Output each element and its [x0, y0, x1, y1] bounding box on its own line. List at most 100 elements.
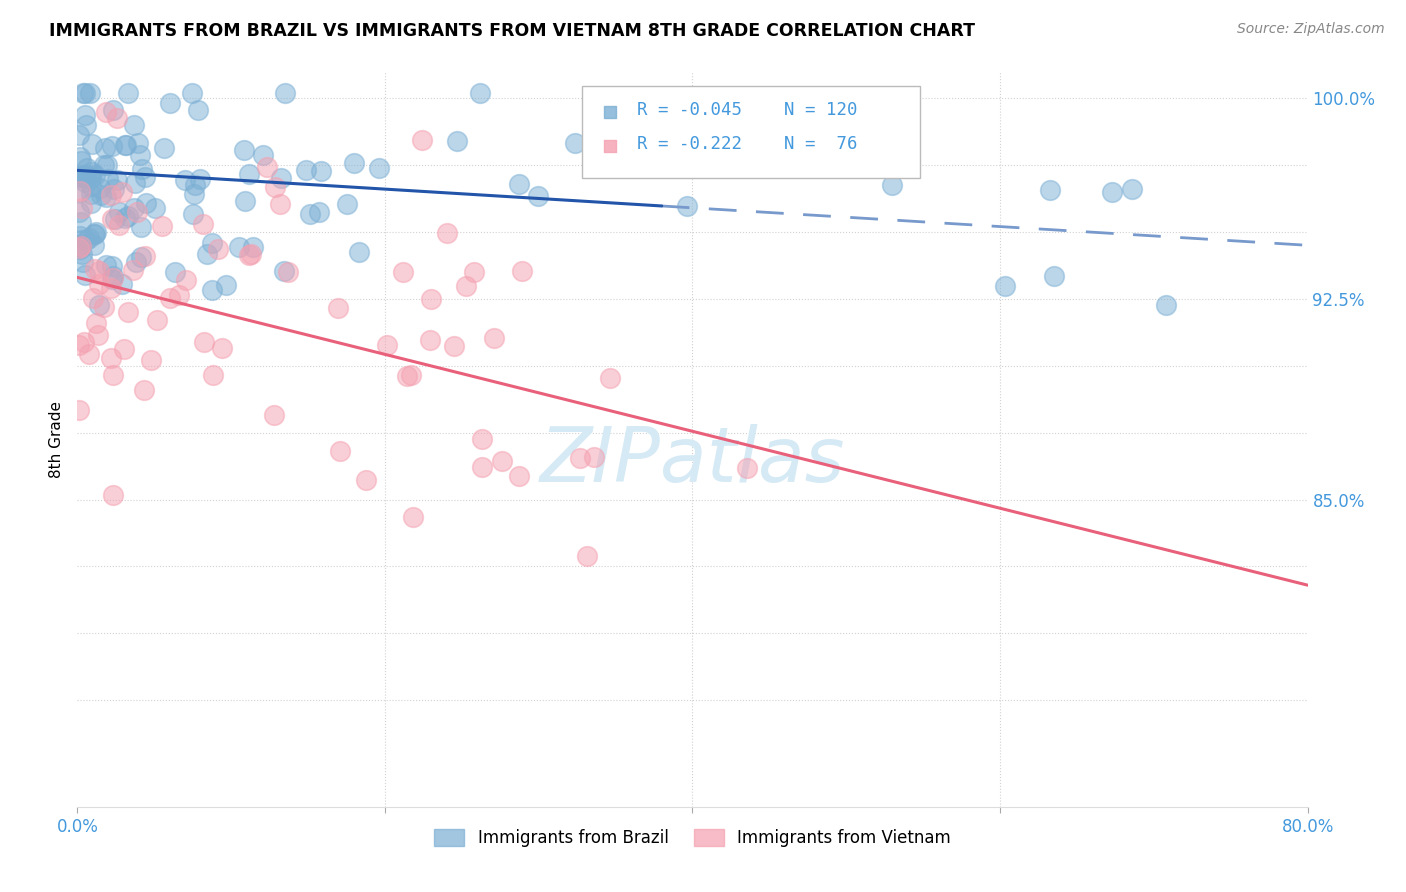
- Point: [114, 137, 136, 152]
- Point: [264, 180, 287, 194]
- Text: ZIPatlas: ZIPatlas: [540, 425, 845, 499]
- Point: [277, 265, 299, 279]
- Point: [569, 450, 592, 465]
- Point: [207, 242, 229, 256]
- Point: [193, 217, 215, 231]
- Point: [159, 292, 181, 306]
- Point: [508, 468, 530, 483]
- Point: [105, 173, 128, 187]
- Point: [294, 163, 316, 178]
- Point: [354, 473, 377, 487]
- Point: [76, 161, 98, 176]
- Point: [233, 194, 256, 208]
- Point: [240, 247, 263, 261]
- Point: [122, 118, 145, 132]
- Point: [401, 368, 423, 382]
- Point: [131, 162, 153, 177]
- Point: [67, 337, 90, 351]
- Point: [146, 312, 169, 326]
- Point: [122, 201, 145, 215]
- Point: [193, 335, 215, 350]
- Point: [79, 86, 101, 100]
- Point: [80, 169, 103, 184]
- Point: [135, 196, 157, 211]
- Point: [419, 333, 441, 347]
- Point: [73, 86, 96, 100]
- Point: [67, 239, 90, 253]
- Point: [211, 341, 233, 355]
- Point: [93, 301, 115, 315]
- Point: [111, 277, 134, 292]
- Point: [101, 211, 124, 226]
- Point: [336, 197, 359, 211]
- Text: IMMIGRANTS FROM BRAZIL VS IMMIGRANTS FROM VIETNAM 8TH GRADE CORRELATION CHART: IMMIGRANTS FROM BRAZIL VS IMMIGRANTS FRO…: [49, 22, 976, 40]
- Point: [82, 291, 104, 305]
- Point: [1038, 183, 1060, 197]
- Point: [195, 247, 218, 261]
- Point: [112, 342, 135, 356]
- Point: [84, 227, 107, 241]
- Point: [395, 368, 418, 383]
- Point: [184, 178, 207, 192]
- Point: [94, 190, 117, 204]
- Point: [343, 156, 366, 170]
- Point: [419, 292, 441, 306]
- Point: [72, 334, 94, 349]
- Point: [127, 136, 149, 150]
- Point: [84, 226, 107, 240]
- Point: [72, 255, 94, 269]
- Point: [491, 454, 513, 468]
- Point: [794, 139, 817, 153]
- Point: [733, 238, 755, 252]
- Point: [201, 284, 224, 298]
- Point: [273, 86, 295, 100]
- Point: [270, 170, 292, 185]
- Point: [392, 265, 415, 279]
- Point: [80, 179, 103, 194]
- Point: [994, 279, 1017, 293]
- Point: [242, 240, 264, 254]
- Point: [733, 361, 755, 376]
- Point: [73, 268, 96, 282]
- Point: [564, 136, 586, 150]
- Point: [79, 196, 101, 211]
- Point: [187, 103, 209, 117]
- Point: [101, 259, 124, 273]
- Point: [105, 111, 128, 125]
- Point: [87, 328, 110, 343]
- Point: [67, 170, 90, 185]
- Point: [228, 240, 250, 254]
- Point: [67, 403, 90, 417]
- Point: [67, 241, 90, 255]
- Point: [463, 265, 485, 279]
- Point: [103, 368, 125, 383]
- Point: [97, 172, 120, 186]
- Point: [201, 235, 224, 250]
- Point: [80, 137, 103, 152]
- Point: [329, 443, 352, 458]
- Point: [111, 186, 134, 200]
- Point: [89, 277, 111, 292]
- Point: [75, 108, 97, 122]
- Point: [103, 488, 125, 502]
- Point: [508, 177, 530, 191]
- Point: [83, 168, 105, 182]
- Point: [471, 432, 494, 446]
- Point: [180, 86, 202, 100]
- Point: [139, 353, 162, 368]
- Point: [124, 176, 146, 190]
- Point: [582, 450, 605, 465]
- Point: [67, 205, 90, 219]
- Point: [174, 172, 197, 186]
- Point: [368, 161, 391, 175]
- Point: [69, 185, 91, 199]
- Point: [527, 189, 550, 203]
- Point: [159, 96, 181, 111]
- Point: [108, 205, 131, 219]
- Point: [69, 184, 91, 198]
- Point: [125, 205, 148, 219]
- Point: [411, 133, 433, 147]
- Point: [75, 168, 97, 182]
- Point: [69, 229, 91, 244]
- Point: [72, 247, 94, 261]
